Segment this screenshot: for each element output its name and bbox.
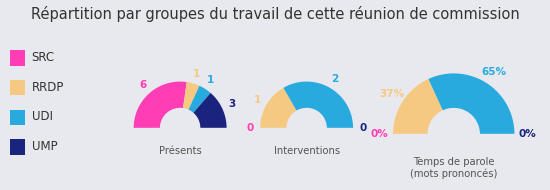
Text: 0%: 0% [519,129,537,139]
Polygon shape [193,93,227,128]
Text: 0%: 0% [371,129,389,139]
Text: 65%: 65% [481,67,506,77]
Text: UMP: UMP [32,140,57,153]
Polygon shape [393,79,443,134]
Polygon shape [428,73,514,134]
FancyBboxPatch shape [10,50,25,66]
Text: 1: 1 [192,69,200,79]
Polygon shape [260,88,297,128]
Text: 2: 2 [331,74,339,84]
Text: 0: 0 [360,123,367,133]
Text: Présents: Présents [159,146,201,156]
Text: Interventions: Interventions [273,146,340,156]
Text: 0: 0 [246,123,254,133]
Polygon shape [188,86,211,113]
Text: 1: 1 [254,95,261,105]
Polygon shape [161,108,200,128]
Polygon shape [287,108,326,128]
Text: Répartition par groupes du travail de cette réunion de commission: Répartition par groupes du travail de ce… [31,6,519,22]
Text: 6: 6 [139,80,147,90]
Polygon shape [428,109,479,134]
Polygon shape [134,128,227,156]
FancyBboxPatch shape [10,139,25,155]
FancyBboxPatch shape [10,110,25,125]
Text: UDI: UDI [32,110,53,123]
Text: 1: 1 [207,75,214,85]
Text: 37%: 37% [379,89,404,99]
Polygon shape [393,134,514,170]
Text: SRC: SRC [32,51,55,64]
Polygon shape [260,128,353,156]
Text: Temps de parole
(mots prononcés): Temps de parole (mots prononcés) [410,157,497,179]
Text: RRDP: RRDP [32,81,64,94]
FancyBboxPatch shape [10,80,25,96]
Polygon shape [134,82,187,128]
Polygon shape [283,82,353,128]
Text: 3: 3 [228,100,235,109]
Polygon shape [183,82,200,110]
